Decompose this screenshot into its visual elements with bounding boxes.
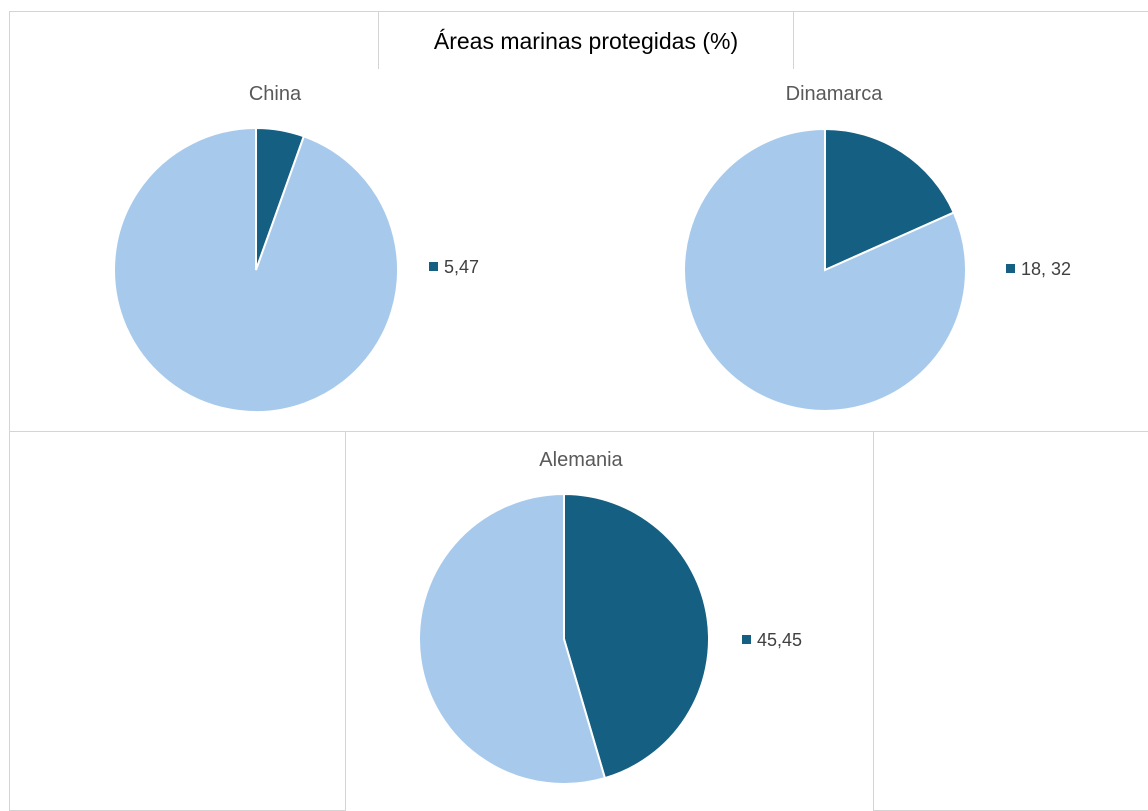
pie-slice-china-remainder (113, 126, 399, 413)
pie-slice-alemania-protected (563, 492, 710, 780)
legend-marker-alemania (742, 635, 751, 644)
chart-title-dinamarca: Dinamarca (786, 83, 884, 105)
pie-chart-alemania: Alemania 45,45 (418, 449, 802, 785)
legend-label-china: 5,47 (444, 257, 479, 277)
empty-panel-left (9, 431, 346, 811)
top-right-panel (793, 11, 1148, 65)
legend-label-alemania: 45,45 (757, 630, 802, 650)
pie-chart-china: China 5,47 (113, 83, 479, 413)
top-left-panel (9, 11, 379, 65)
legend-label-dinamarca: 18, 32 (1021, 259, 1071, 279)
empty-panel-right (873, 431, 1148, 811)
chart-title-alemania: Alemania (539, 449, 623, 471)
legend-marker-dinamarca (1006, 264, 1015, 273)
chart-title-china: China (249, 83, 302, 105)
pie-chart-dinamarca: Dinamarca 18, 32 (683, 83, 1071, 412)
chart-main-title: Áreas marinas protegidas (%) (378, 11, 794, 69)
pie-slice-dinamarca-remainder (683, 127, 967, 412)
legend-marker-china (429, 262, 438, 271)
pie-slice-alemania-remainder (418, 492, 607, 785)
pie-slice-dinamarca-protected (824, 127, 956, 272)
